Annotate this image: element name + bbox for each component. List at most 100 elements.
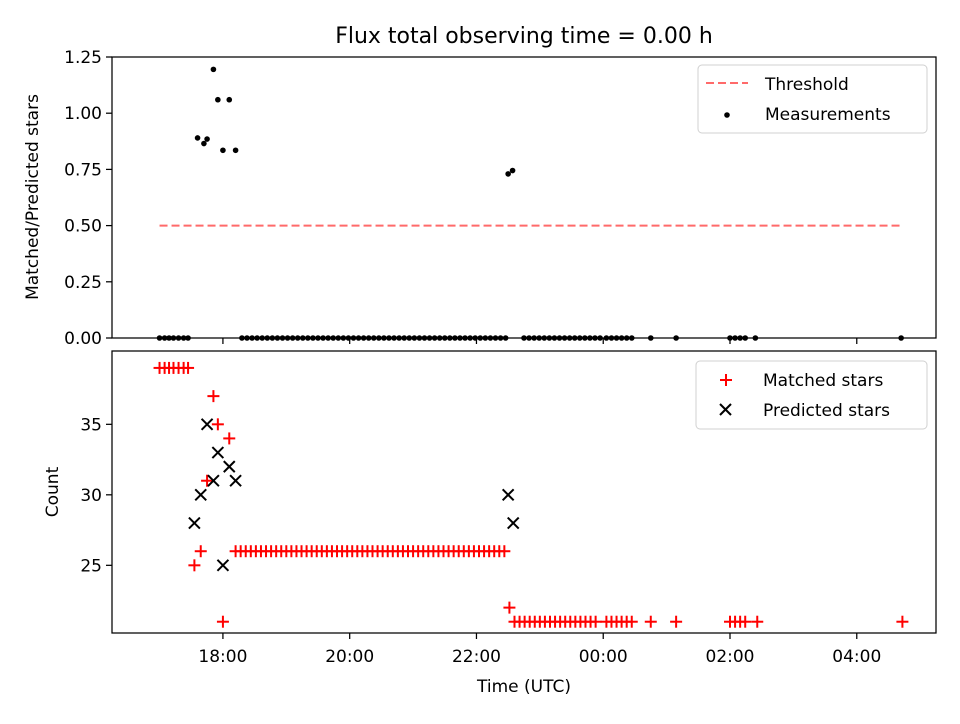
measurement-point	[546, 335, 553, 341]
lower-legend: Matched stars Predicted stars	[695, 360, 928, 430]
measurement-point	[299, 335, 306, 341]
measurement-point	[472, 335, 478, 341]
measurement-point	[647, 335, 654, 341]
lower-y-tick-label: 30	[80, 486, 102, 506]
upper-y-tick-label: 0.75	[64, 160, 102, 180]
measurement-point	[737, 335, 743, 341]
upper-legend-box	[697, 64, 928, 134]
measurement-point	[673, 335, 679, 341]
lower-y-tick-label: 35	[80, 415, 102, 435]
matched-star-point	[188, 559, 201, 572]
measurement-point	[279, 335, 286, 341]
matched-star-point	[625, 615, 638, 628]
lower-axes: 25 30 35 18:00 20:00 22:00 00:00 02:00 04:00 Co…	[43, 350, 937, 697]
measurement-point	[330, 335, 337, 341]
measurement-point	[487, 335, 494, 341]
matched-star-point	[589, 615, 602, 628]
measurement-point	[467, 335, 473, 341]
measurement-point	[220, 147, 226, 154]
legend-threshold-label: Threshold	[764, 75, 849, 95]
measurement-point	[618, 335, 625, 341]
matched-star-point	[503, 601, 516, 614]
measurement-point	[502, 335, 509, 341]
matched-star-point	[739, 615, 752, 628]
measurement-point	[411, 335, 418, 341]
x-tick-label: 18:00	[198, 647, 247, 667]
legend-predicted-label: Predicted stars	[763, 401, 890, 421]
measurement-point	[727, 335, 733, 341]
measurement-point	[582, 335, 588, 341]
measurement-point	[732, 335, 738, 341]
lower-legend-box	[695, 360, 928, 430]
measurement-point	[608, 335, 615, 341]
measurement-point	[269, 335, 276, 341]
measurement-point	[421, 335, 428, 341]
measurement-point	[556, 335, 563, 341]
measurement-point	[249, 335, 255, 341]
measurement-point	[509, 167, 516, 174]
upper-y-tick-label: 0.00	[64, 329, 102, 349]
measurement-point	[194, 135, 201, 141]
measurement-point	[239, 335, 245, 341]
matched-star-point	[670, 615, 683, 628]
legend-measurements-label: Measurements	[765, 105, 891, 125]
x-tick-label: 04:00	[832, 647, 881, 667]
matched-star-point	[201, 474, 214, 487]
measurement-point	[315, 335, 321, 341]
lower-y-tick-label: 25	[80, 556, 102, 576]
matched-star-point	[194, 545, 207, 558]
measurement-point	[345, 335, 352, 341]
lower-x-ticks: 18:00 20:00 22:00 00:00 02:00 04:00	[198, 633, 881, 667]
measurement-point	[492, 335, 499, 341]
upper-y-tick-label: 1.00	[64, 104, 102, 124]
measurement-point	[396, 335, 402, 341]
measurement-point	[576, 335, 583, 341]
measurement-point	[381, 335, 387, 341]
measurement-point	[294, 335, 301, 341]
measurement-point	[204, 136, 210, 142]
measurement-point	[175, 335, 182, 341]
measurement-point	[628, 335, 635, 341]
measurement-point	[305, 335, 311, 341]
measurement-point	[566, 335, 573, 341]
measurement-point	[482, 335, 489, 341]
measurement-point	[210, 66, 217, 73]
predicted-star-point	[194, 488, 207, 502]
measurement-point	[340, 335, 347, 341]
matched-star-point	[207, 390, 220, 403]
measurement-point	[166, 335, 172, 341]
measurement-point	[355, 335, 362, 341]
measurement-point	[526, 335, 532, 341]
measurement-point	[462, 335, 468, 341]
measurement-point	[531, 335, 537, 341]
measurement-point	[180, 335, 187, 341]
matched-star-point	[498, 545, 511, 558]
measurement-point	[447, 335, 453, 341]
predicted-star-point	[207, 474, 220, 487]
measurement-point	[264, 335, 271, 341]
measurement-point	[391, 335, 397, 341]
measurement-point	[603, 335, 610, 341]
predicted-star-point	[223, 460, 236, 473]
x-tick-label: 20:00	[325, 647, 374, 667]
measurement-point	[320, 335, 326, 341]
predicted-star-point	[229, 474, 242, 487]
measurement-point	[521, 335, 527, 341]
measurement-points	[156, 66, 904, 341]
count-points	[153, 361, 909, 628]
measurement-point	[441, 335, 448, 341]
predicted-star-point	[200, 418, 214, 431]
measurement-point	[457, 335, 463, 341]
matched-star-point	[216, 615, 229, 628]
measurement-point	[289, 335, 296, 341]
upper-y-tick-label: 0.25	[64, 273, 102, 293]
measurement-point	[551, 335, 558, 341]
measurement-point	[310, 335, 316, 341]
predicted-star-point	[211, 446, 225, 459]
matched-star-point	[182, 361, 195, 374]
legend-matched-label: Matched stars	[763, 371, 883, 391]
measurement-point	[431, 335, 438, 341]
measurement-point	[365, 335, 372, 341]
measurement-point	[215, 96, 221, 103]
